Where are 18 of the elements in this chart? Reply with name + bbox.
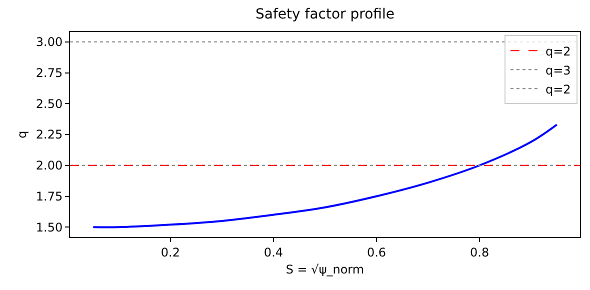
y-tick-label: 2.50 — [36, 96, 63, 111]
y-tick-label: 1.50 — [36, 220, 63, 234]
y-tick-label: 2.75 — [36, 66, 63, 80]
y-tick-label: 3.00 — [36, 35, 63, 50]
y-tick-label: 2.25 — [36, 128, 63, 142]
legend-label: q=2 — [545, 44, 571, 58]
chart-title: Safety factor profile — [256, 6, 394, 22]
y-axis-title: q — [15, 130, 30, 138]
x-tick-label: 0.6 — [366, 245, 386, 260]
legend-label: q=3 — [545, 63, 571, 78]
x-tick-label: 0.4 — [264, 245, 284, 260]
line-series — [92, 124, 558, 228]
x-tick-label: 0.2 — [160, 245, 180, 260]
y-tick-label: 1.75 — [36, 189, 63, 204]
legend-label: q=2 — [545, 82, 571, 96]
x-tick-label: 0.8 — [470, 245, 490, 260]
y-tick-label: 2.00 — [36, 158, 63, 173]
x-axis-title: S = √ψ_norm — [286, 262, 364, 276]
